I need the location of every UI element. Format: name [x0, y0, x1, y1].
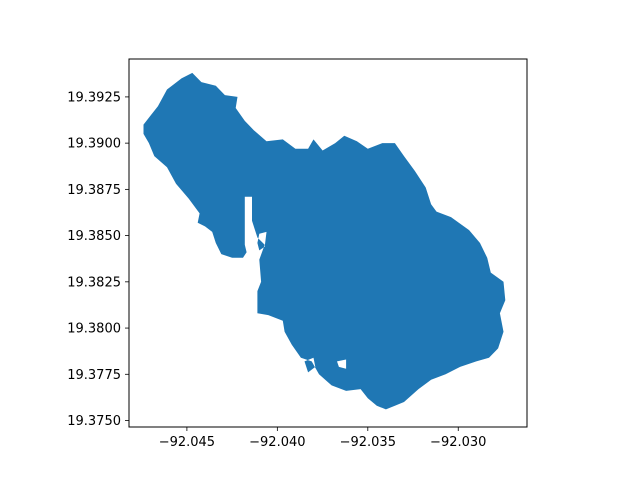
y-tick-label: 19.3775 [67, 368, 121, 383]
y-tick-label: 19.3925 [67, 90, 121, 105]
y-axis-ticks: 19.3750 19.3775 19.3800 19.3825 19.3850 19.38… [67, 90, 129, 429]
y-tick-label: 19.3825 [67, 275, 121, 290]
y-tick-label: 19.3850 [67, 229, 121, 244]
plot-area [143, 72, 506, 410]
y-tick-label: 19.3900 [67, 137, 121, 152]
x-tick-label: −92.040 [249, 435, 305, 450]
y-tick-label: 19.3875 [67, 183, 121, 198]
x-axis-ticks: −92.045 −92.040 −92.035 −92.030 [159, 427, 486, 450]
axes-frame [128, 58, 528, 428]
x-tick-label: −92.045 [159, 435, 215, 450]
x-tick-label: −92.030 [430, 435, 486, 450]
region-polygon [143, 72, 506, 410]
y-tick-label: 19.3800 [67, 322, 121, 337]
y-tick-label: 19.3750 [67, 414, 121, 429]
x-tick-label: −92.035 [340, 435, 396, 450]
